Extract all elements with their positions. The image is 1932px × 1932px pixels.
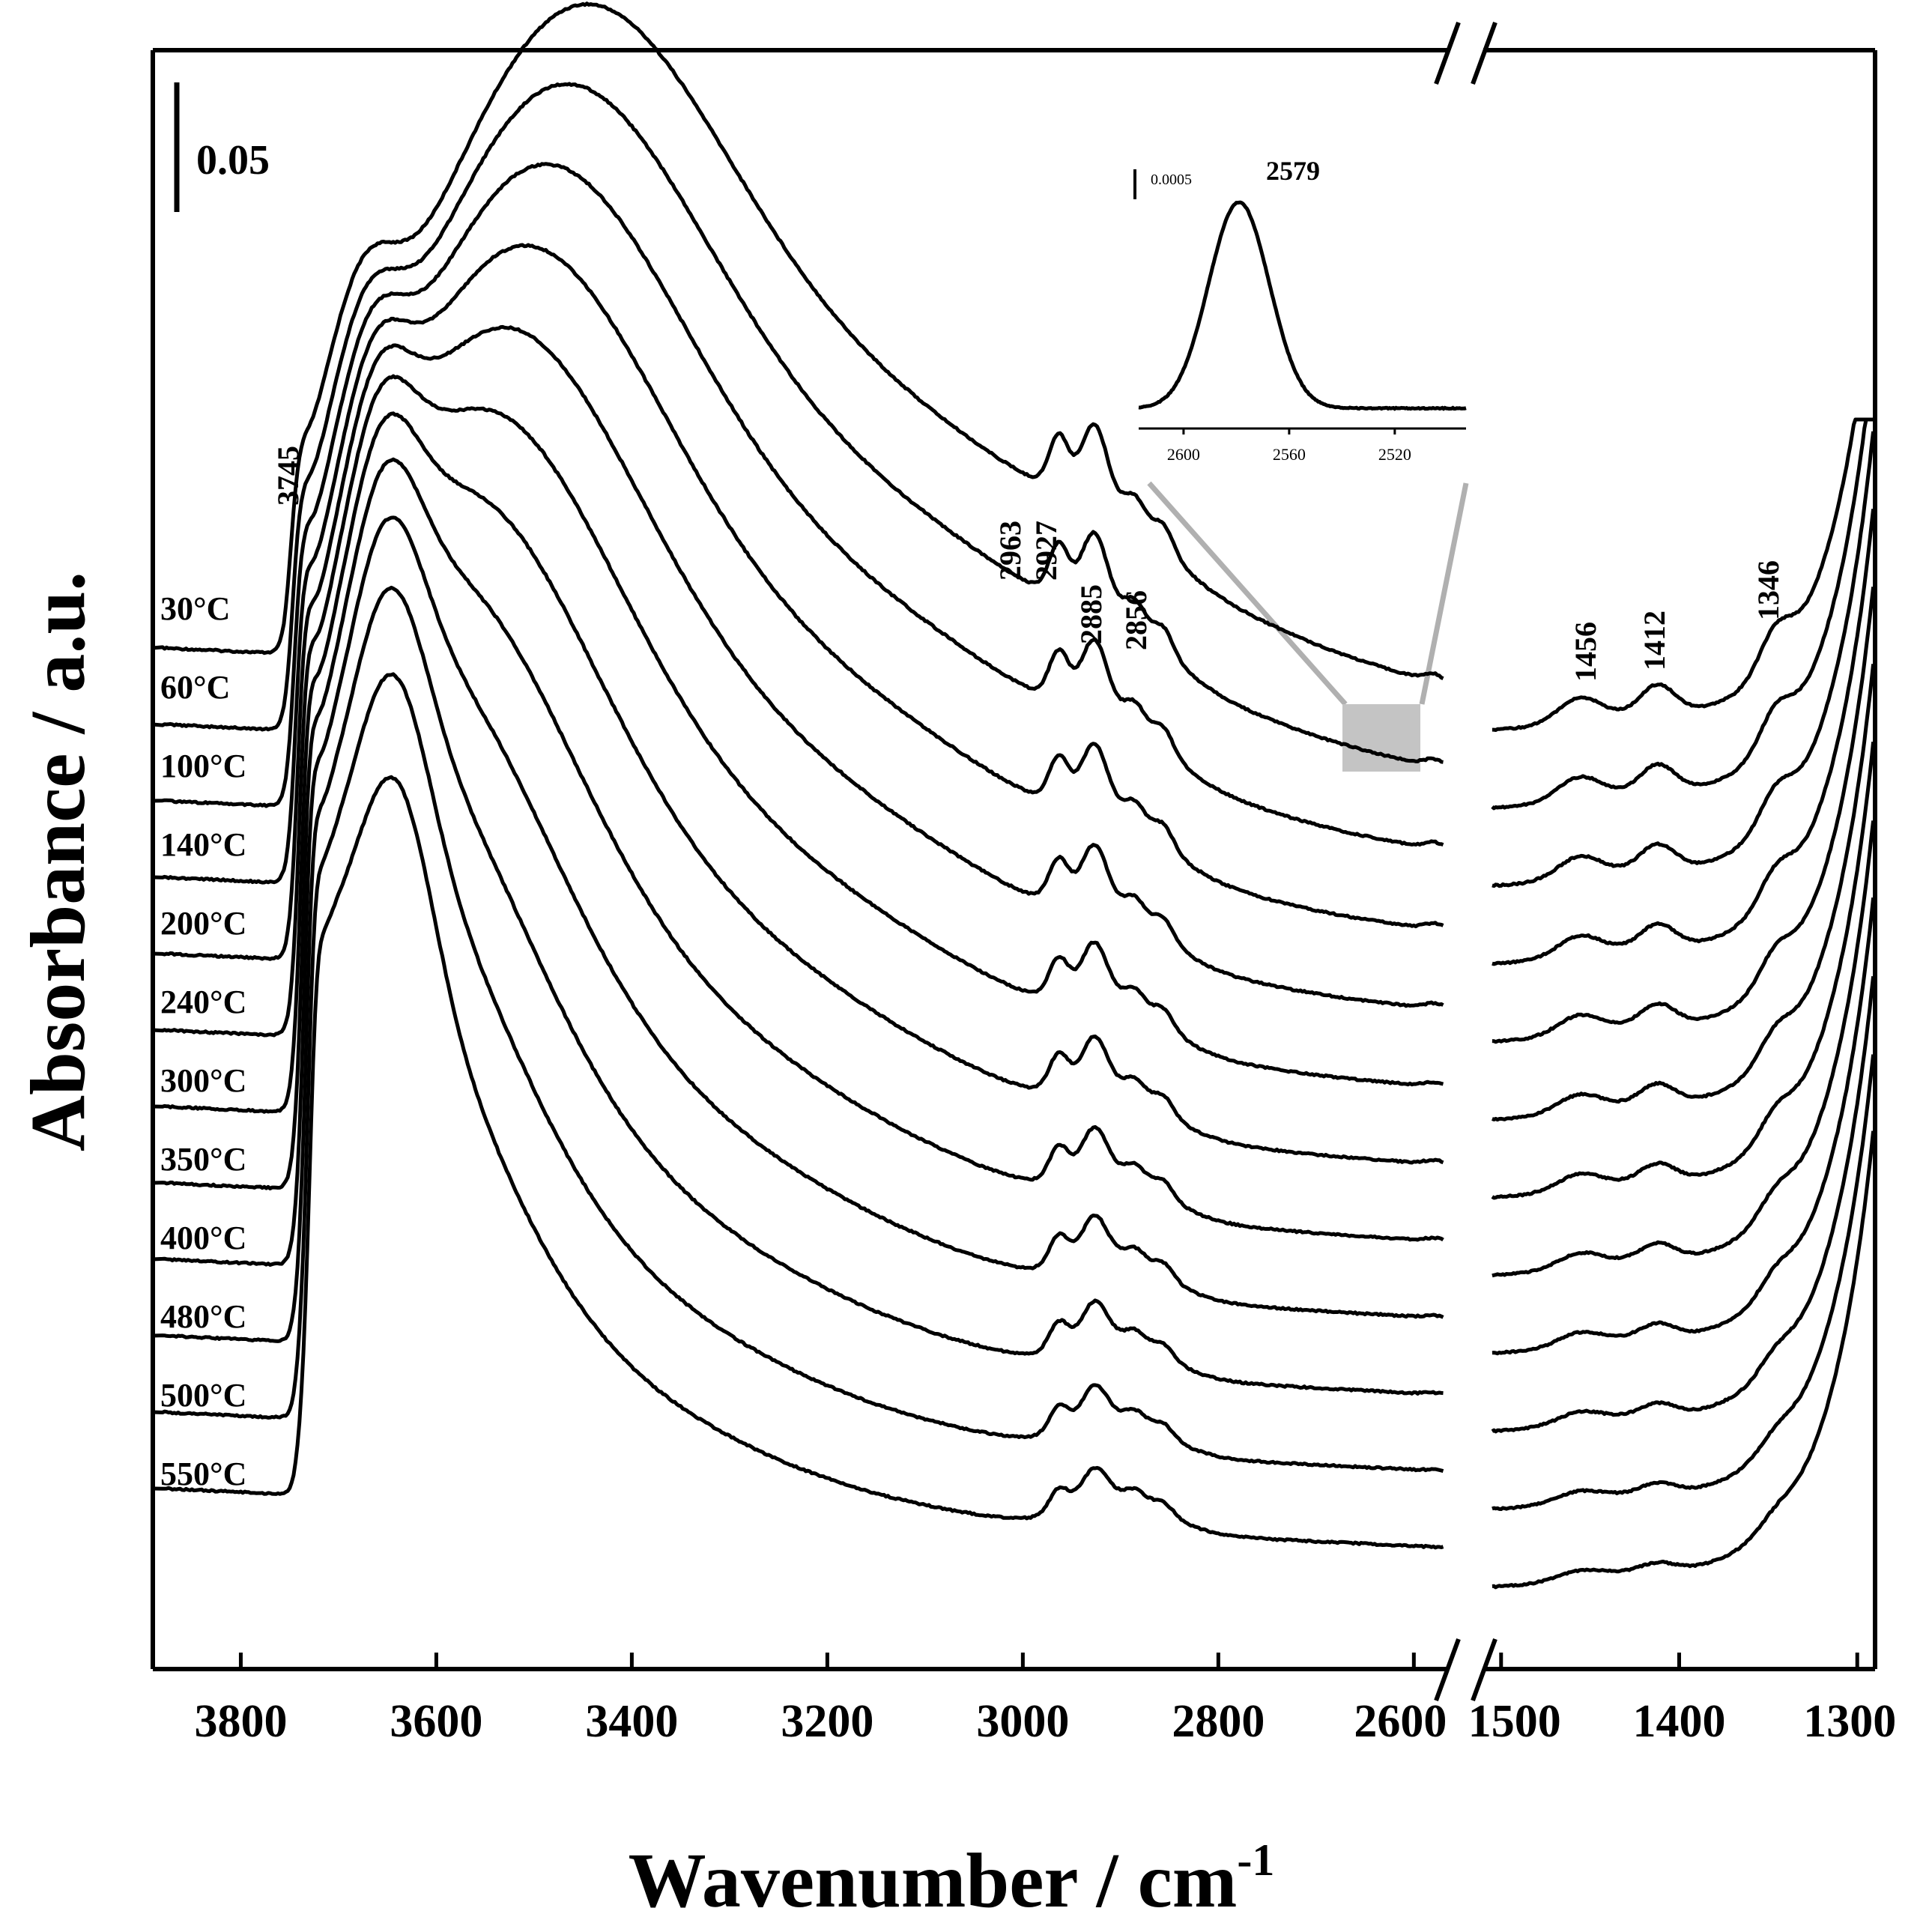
x-tick-label: 3000 (976, 1696, 1069, 1747)
peak-label-1456: 1456 (1569, 622, 1602, 682)
inset: 0.0005 2579 2600 2560 2520 (1133, 156, 1467, 464)
spectrum-left-240°C (152, 374, 1444, 1087)
spectrum-right-60°C (1491, 417, 1874, 811)
x-axis-title-text: Wavenumber / cm (629, 1838, 1238, 1924)
spectrum-right-100°C (1492, 431, 1876, 888)
temp-label: 200°C (160, 905, 246, 942)
x-tick-label: 2600 (1354, 1696, 1447, 1747)
zoom-connectors (1147, 481, 1469, 706)
peak-labels: 3745 2963 2927 2885 2856 1456 1412 1346 (271, 446, 1785, 682)
temp-label: 500°C (160, 1377, 246, 1414)
x-tick-label: 3800 (194, 1696, 287, 1747)
axis-break-bottom (1434, 1638, 1498, 1702)
temp-label: 30°C (160, 590, 230, 627)
peak-label-2856: 2856 (1119, 590, 1153, 650)
spectrum-left-60°C (152, 82, 1444, 764)
inset-scale-label: 0.0005 (1151, 172, 1192, 188)
spectrum-right-480°C (1491, 976, 1876, 1434)
x-tick-label: 1500 (1468, 1696, 1561, 1747)
axis-break-top (1434, 21, 1498, 85)
spectrum-right-240°C (1492, 664, 1876, 1122)
temp-label: 240°C (160, 984, 246, 1020)
temp-label: 350°C (160, 1141, 246, 1178)
x-tick-label: 1300 (1803, 1696, 1896, 1747)
inset-curve (1138, 200, 1467, 411)
spectrum-right-400°C (1492, 897, 1876, 1356)
inset-peak-label: 2579 (1266, 156, 1320, 186)
spectrum-right-200°C (1492, 587, 1876, 1044)
temp-label: 300°C (160, 1062, 246, 1099)
spectrum-right-500°C (1492, 1054, 1876, 1511)
inset-tick-label: 2520 (1378, 445, 1411, 464)
x-tick-label: 3600 (390, 1696, 482, 1747)
inset-ticks: 2600 2560 2520 (1167, 429, 1411, 464)
x-tick-label: 1400 (1633, 1696, 1726, 1747)
spectrum-left-100°C (152, 162, 1444, 847)
temp-label: 400°C (160, 1220, 246, 1256)
spectrum-left-30°C (152, 1, 1444, 680)
x-axis-title: Wavenumber / cm-1 (629, 1835, 1275, 1924)
spectrum-left-480°C (152, 585, 1444, 1396)
x-tick-label: 3200 (781, 1696, 873, 1747)
peak-label-2927: 2927 (1029, 521, 1063, 581)
x-tick-label: 2800 (1172, 1696, 1265, 1747)
peak-label-2963: 2963 (993, 521, 1027, 581)
spectrum-left-350°C (152, 457, 1444, 1242)
temp-label: 550°C (160, 1456, 246, 1492)
spectrum-left-200°C (152, 324, 1444, 1008)
spectra (152, 1, 1876, 1590)
spectrum-right-300°C (1491, 742, 1876, 1200)
spectrum-right-30°C (1492, 417, 1874, 732)
peak-label-1346: 1346 (1751, 560, 1785, 620)
spectrum-right-140°C (1492, 509, 1876, 966)
spectrum-right-550°C (1492, 1130, 1876, 1590)
spectrum-left-550°C (152, 775, 1444, 1550)
inset-tick-label: 2600 (1167, 445, 1200, 464)
spectrum-left-300°C (152, 411, 1444, 1165)
temp-label: 100°C (160, 748, 246, 784)
scale-bar-label: 0.05 (196, 137, 270, 184)
plot-frame (151, 48, 1877, 1671)
temp-label: 140°C (160, 826, 246, 863)
temp-label: 480°C (160, 1298, 246, 1335)
temp-label: 60°C (160, 669, 230, 706)
spectrum-right-350°C (1492, 820, 1876, 1278)
x-tick-label: 3400 (585, 1696, 678, 1747)
peak-label-3745: 3745 (271, 446, 305, 506)
x-axis-title-sup: -1 (1237, 1835, 1274, 1885)
temperature-labels: 30°C 60°C 100°C 140°C 200°C 240°C 300°C 350°C 40… (160, 590, 246, 1492)
peak-label-1412: 1412 (1638, 611, 1671, 670)
x-ticks: 3800 3600 3400 3200 3000 2800 2600 1500 1400 1300 (194, 1653, 1896, 1747)
y-axis-title: Absorbance / a.u. (15, 572, 101, 1151)
spectrum-left-500°C (152, 672, 1444, 1474)
inset-tick-label: 2560 (1273, 445, 1306, 464)
spectrum-left-400°C (152, 515, 1444, 1319)
peak-label-2885: 2885 (1074, 584, 1108, 644)
spectrum-left-140°C (152, 243, 1444, 929)
